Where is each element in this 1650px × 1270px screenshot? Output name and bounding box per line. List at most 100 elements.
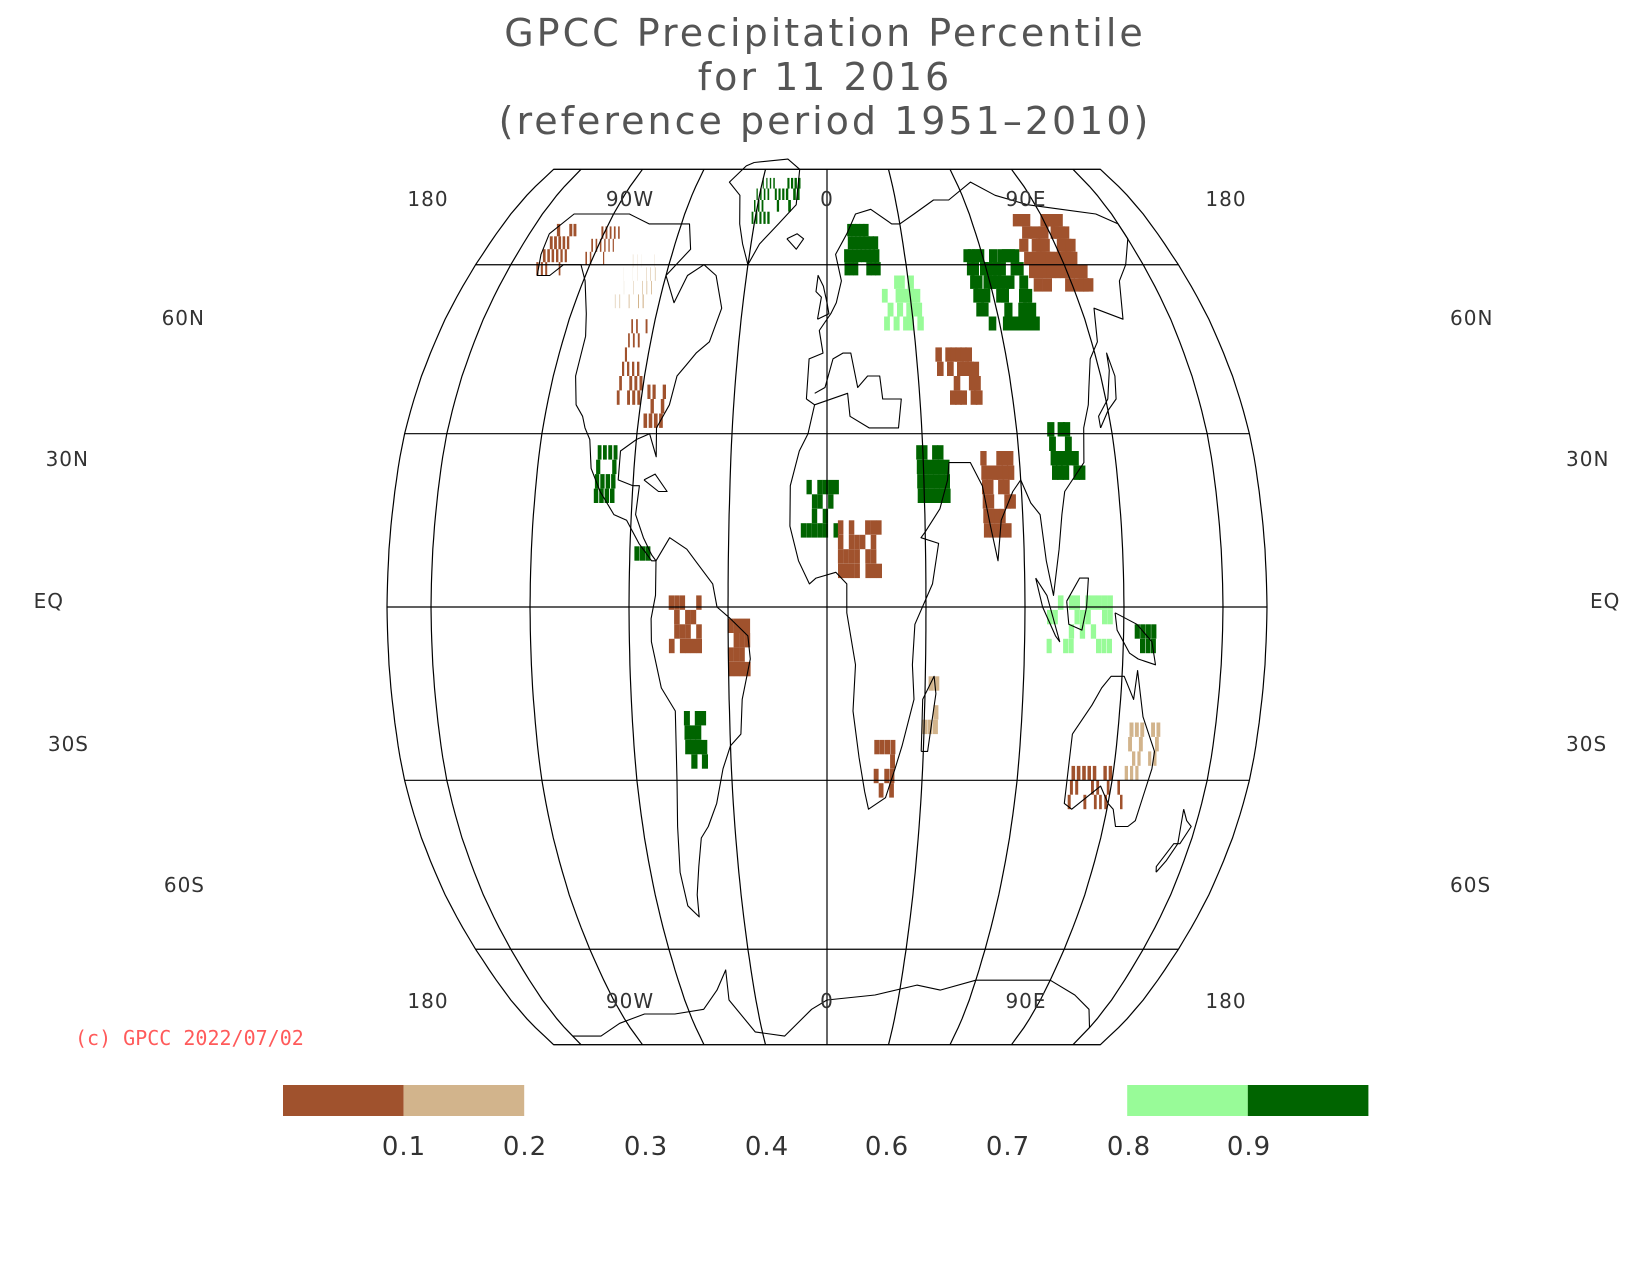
percentile-cell xyxy=(865,520,871,535)
percentile-cell xyxy=(1019,238,1029,252)
percentile-cell xyxy=(998,479,1005,495)
percentile-cell xyxy=(988,508,995,524)
region-europe-east xyxy=(881,275,924,331)
percentile-cell xyxy=(1076,765,1081,781)
percentile-cell xyxy=(573,223,577,237)
percentile-cell xyxy=(637,333,640,348)
percentile-cell xyxy=(851,223,857,237)
percentile-cell xyxy=(1096,595,1102,610)
percentile-cell xyxy=(904,288,911,303)
percentile-cell xyxy=(981,465,988,480)
percentile-cell xyxy=(837,549,844,564)
percentile-cell xyxy=(757,200,760,212)
legend-tick-0-2: 0.2 xyxy=(503,1132,547,1162)
percentile-cell xyxy=(1087,765,1091,781)
percentile-cell xyxy=(1107,638,1112,654)
percentile-cell xyxy=(744,618,751,633)
percentile-cell xyxy=(965,347,972,362)
percentile-cell xyxy=(907,316,914,331)
percentile-cell xyxy=(1150,638,1156,654)
percentile-cell xyxy=(947,361,954,376)
percentile-cell xyxy=(872,236,879,250)
percentile-cell xyxy=(733,618,740,633)
percentile-cell xyxy=(906,302,913,317)
percentile-cell xyxy=(859,223,865,237)
percentile-cell xyxy=(1061,451,1068,466)
percentile-cell xyxy=(851,236,857,250)
lat-label-right-30n: 30N xyxy=(1566,447,1609,471)
lat-label-right-60s: 60S xyxy=(1450,873,1491,897)
percentile-cell xyxy=(986,465,993,480)
percentile-cell xyxy=(788,200,791,212)
percentile-cell xyxy=(1074,609,1080,625)
percentile-cell xyxy=(728,661,735,677)
percentile-cell xyxy=(660,399,665,414)
percentile-cell xyxy=(962,361,969,376)
lon-label-bottom-90e: 90E xyxy=(1005,989,1046,1013)
percentile-cell xyxy=(973,288,981,303)
percentile-cell xyxy=(751,211,754,224)
region-madagascar xyxy=(922,676,940,735)
region-central-america xyxy=(634,546,651,561)
percentile-cell xyxy=(628,333,630,348)
percentile-cell xyxy=(674,595,680,610)
percentile-cell xyxy=(1010,249,1020,263)
percentile-cell xyxy=(643,413,648,428)
percentile-cell xyxy=(1068,595,1075,610)
percentile-cell xyxy=(558,262,561,276)
region-europe-north xyxy=(844,223,881,276)
percentile-cell xyxy=(917,474,923,489)
percentile-cell xyxy=(769,177,772,189)
percentile-cell xyxy=(1082,765,1086,781)
legend-tick-labels: 0.1 0.2 0.3 0.4 0.6 0.7 0.8 0.9 xyxy=(382,1132,1270,1162)
percentile-cell xyxy=(761,200,764,212)
percentile-cell xyxy=(1002,316,1011,331)
percentile-cell xyxy=(1052,609,1058,625)
percentile-cell xyxy=(855,223,861,237)
meridian-line xyxy=(949,169,1026,1045)
percentile-cell xyxy=(701,739,708,755)
percentile-cell xyxy=(972,361,980,376)
lon-label-bottom-180e: 180 xyxy=(1205,989,1246,1013)
graticule-layer xyxy=(386,168,1268,1046)
percentile-cell xyxy=(1049,436,1056,451)
percentile-cell xyxy=(848,534,855,550)
percentile-cell xyxy=(960,390,967,405)
percentile-cell xyxy=(1040,238,1050,252)
lon-label-bottom-180w: 180 xyxy=(407,989,448,1013)
percentile-cell xyxy=(1066,451,1074,466)
region-alaska-west xyxy=(536,223,577,276)
percentile-cell xyxy=(569,223,573,237)
percentile-cell xyxy=(1091,780,1094,795)
percentile-cell xyxy=(668,638,675,654)
percentile-cell xyxy=(889,768,895,784)
percentile-cell xyxy=(869,249,875,263)
coastline-japan xyxy=(1098,352,1117,429)
percentile-cell xyxy=(980,302,989,317)
percentile-cell xyxy=(1057,422,1065,437)
percentile-cell xyxy=(848,563,855,579)
percentile-cell xyxy=(632,333,635,348)
percentile-cell xyxy=(817,494,823,509)
percentile-cell xyxy=(648,413,653,428)
percentile-cell xyxy=(639,546,645,561)
percentile-cell xyxy=(994,523,1001,538)
percentile-cell xyxy=(811,494,818,509)
percentile-cell xyxy=(828,479,834,495)
percentile-cell xyxy=(609,226,612,239)
lon-label-top-90e: 90E xyxy=(1005,187,1046,211)
percentile-cell xyxy=(756,188,758,200)
percentile-cell xyxy=(794,177,797,189)
percentile-cell xyxy=(967,249,976,263)
percentile-cell xyxy=(977,288,986,303)
coastline-australia xyxy=(1063,670,1156,828)
percentile-cell xyxy=(767,188,770,200)
region-indonesia xyxy=(1046,595,1113,654)
percentile-cell xyxy=(608,445,613,460)
percentile-cell xyxy=(933,719,938,735)
percentile-cell xyxy=(1096,638,1102,654)
percentile-cell xyxy=(938,474,945,489)
percentile-cell xyxy=(619,294,621,309)
percentile-cell xyxy=(645,319,648,334)
lon-label-top-90w: 90W xyxy=(606,187,654,211)
